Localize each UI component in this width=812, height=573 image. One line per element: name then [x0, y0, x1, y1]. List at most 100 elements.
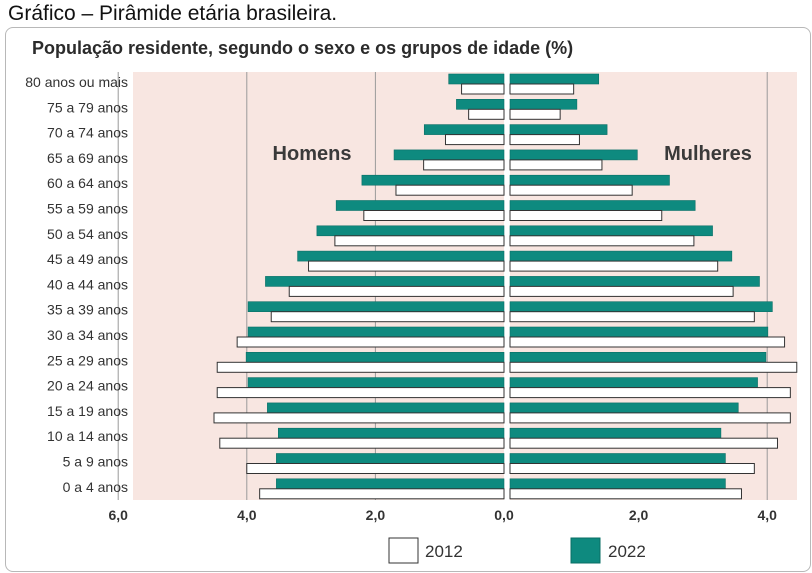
age-group-label: 25 a 29 anos [47, 352, 128, 368]
age-group-label: 70 a 74 anos [47, 125, 128, 141]
bar-men-2022 [245, 351, 505, 363]
x-tick-label: 4,0 [757, 507, 777, 523]
bar-men-2012 [270, 311, 505, 323]
age-group-label: 10 a 14 anos [47, 428, 128, 444]
men-side-label: Homens [273, 143, 352, 165]
bar-women-2022 [509, 301, 773, 313]
bar-men-2022 [247, 301, 505, 313]
bar-women-2012 [509, 336, 786, 348]
bar-men-2012 [288, 285, 505, 297]
bar-men-2022 [276, 478, 505, 490]
bar-women-2022 [509, 73, 600, 85]
bar-men-2022 [267, 402, 505, 414]
legend-label-2022: 2022 [608, 542, 646, 561]
x-tick-label: 4,0 [237, 507, 257, 523]
bar-women-2022 [509, 99, 578, 110]
age-group-label: 55 a 59 anos [47, 201, 128, 217]
bar-men-2022 [278, 427, 505, 439]
bar-men-2022 [316, 225, 505, 237]
x-tick-label: 2,0 [629, 507, 649, 523]
bar-women-2022 [509, 200, 696, 211]
age-group-label: 45 a 49 anos [47, 251, 128, 267]
bar-men-2012 [363, 210, 505, 221]
bar-men-2022 [335, 200, 505, 211]
bar-men-2022 [247, 326, 505, 338]
bar-women-2012 [509, 134, 580, 146]
legend-swatch-2022 [570, 537, 601, 564]
bar-women-2022 [509, 174, 670, 186]
bar-men-2012 [216, 387, 505, 399]
bar-women-2022 [509, 377, 758, 388]
center-divider [504, 72, 510, 500]
bar-women-2022 [509, 453, 726, 464]
age-group-label: 0 a 4 anos [63, 479, 128, 495]
bar-women-2022 [509, 149, 638, 161]
bar-women-2012 [509, 412, 791, 424]
bar-men-2012 [423, 159, 505, 171]
bar-women-2012 [509, 285, 734, 297]
bar-men-2022 [361, 174, 505, 186]
bar-men-2022 [265, 276, 505, 287]
bar-men-2022 [423, 124, 505, 135]
bar-men-2012 [236, 336, 505, 348]
bar-men-2022 [448, 73, 505, 85]
age-group-label: 80 anos ou mais [25, 74, 128, 90]
bar-women-2012 [509, 159, 603, 171]
age-group-label: 50 a 54 anos [47, 226, 128, 242]
bar-men-2012 [308, 260, 505, 272]
bar-men-2012 [334, 235, 505, 247]
bar-women-2012 [509, 184, 633, 196]
age-group-label: 65 a 69 anos [47, 150, 128, 166]
bar-women-2012 [509, 361, 798, 373]
bar-men-2012 [395, 184, 505, 196]
bar-women-2022 [509, 250, 733, 262]
x-tick-label: 2,0 [366, 507, 386, 523]
bar-women-2022 [509, 276, 760, 287]
bar-women-2022 [509, 402, 739, 414]
age-group-label: 5 a 9 anos [63, 454, 128, 470]
bar-women-2012 [509, 210, 663, 221]
bar-men-2012 [444, 134, 505, 146]
bar-women-2022 [509, 427, 722, 439]
bar-men-2012 [213, 412, 505, 424]
bar-women-2012 [509, 488, 742, 500]
bar-men-2012 [461, 83, 505, 95]
bar-women-2022 [509, 225, 713, 237]
bar-men-2012 [246, 463, 505, 474]
bar-men-2012 [216, 361, 505, 373]
bar-women-2012 [509, 387, 791, 399]
bar-men-2022 [297, 250, 505, 262]
bar-women-2022 [509, 124, 608, 135]
bar-women-2012 [509, 235, 695, 247]
chart-caption: Gráfico – Pirâmide etária brasileira. [8, 2, 338, 25]
bar-men-2022 [276, 453, 505, 464]
bar-women-2012 [509, 437, 778, 449]
age-group-label: 40 a 44 anos [47, 276, 128, 292]
bar-women-2022 [509, 326, 769, 338]
bar-men-2012 [219, 437, 505, 449]
bar-men-2012 [259, 488, 505, 500]
women-side-label: Mulheres [664, 143, 752, 165]
chart-title: População residente, segundo o sexo e os… [32, 38, 574, 58]
legend-label-2012: 2012 [425, 542, 463, 561]
bar-women-2012 [509, 463, 755, 474]
age-group-label: 35 a 39 anos [47, 302, 128, 318]
bar-men-2022 [456, 99, 505, 110]
bar-women-2012 [509, 260, 719, 272]
age-group-label: 20 a 24 anos [47, 378, 128, 394]
legend-swatch-2012 [388, 537, 419, 564]
age-group-label: 30 a 34 anos [47, 327, 128, 343]
age-group-label: 15 a 19 anos [47, 403, 128, 419]
bar-men-2012 [468, 108, 505, 120]
x-tick-label: 6,0 [108, 507, 128, 523]
bar-women-2012 [509, 83, 575, 95]
bar-men-2022 [393, 149, 505, 161]
bar-men-2022 [247, 377, 505, 388]
bar-women-2012 [509, 311, 755, 323]
age-group-label: 75 a 79 anos [47, 99, 128, 115]
x-tick-label: 0,0 [494, 507, 514, 523]
age-group-label: 60 a 64 anos [47, 175, 128, 191]
bar-women-2022 [509, 478, 726, 490]
bar-women-2012 [509, 108, 561, 120]
